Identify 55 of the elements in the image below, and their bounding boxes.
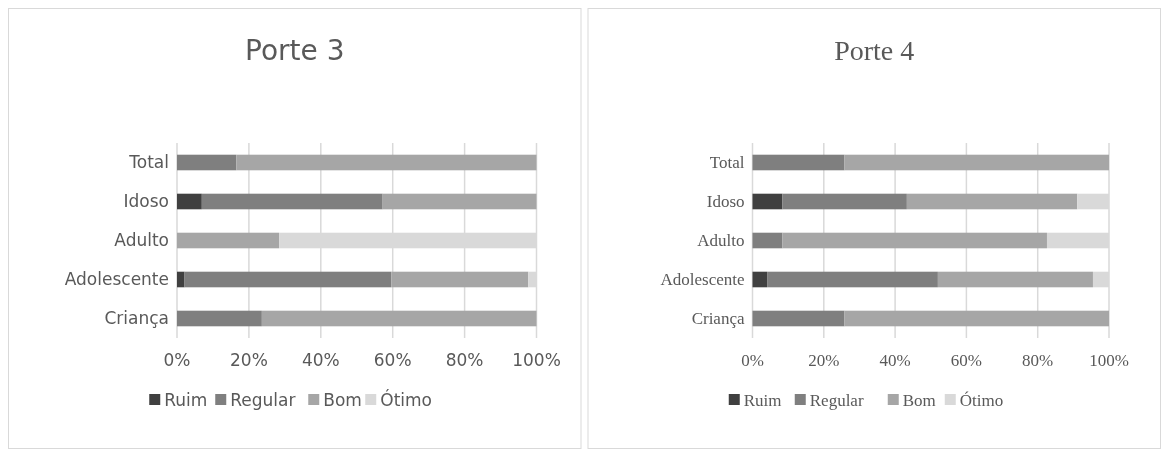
legend-label: Regular xyxy=(230,389,296,410)
x-tick-label: 80% xyxy=(445,350,484,370)
y-tick-label: Adolescente xyxy=(64,269,169,290)
legend-label: Ruim xyxy=(743,390,782,410)
x-tick-label: 40% xyxy=(879,351,911,370)
bar xyxy=(752,154,845,171)
bar xyxy=(782,232,1047,249)
bar xyxy=(201,193,383,210)
bar xyxy=(177,232,280,249)
y-tick-label: Adulto xyxy=(697,231,745,251)
bar xyxy=(937,271,1093,288)
y-tick-label: Total xyxy=(128,152,169,173)
x-tick-label: 20% xyxy=(230,350,268,370)
bar xyxy=(752,232,783,249)
legend-label: Ótimo xyxy=(959,390,1004,410)
bar xyxy=(236,154,537,171)
bar xyxy=(177,193,202,210)
x-tick-label: 0% xyxy=(741,351,764,370)
bar xyxy=(844,154,1109,171)
x-tick-label: 100% xyxy=(512,350,561,370)
x-tick-label: 60% xyxy=(950,351,982,370)
legend-label: Bom xyxy=(323,389,362,410)
chart-title: Porte 4 xyxy=(834,35,915,66)
bar xyxy=(391,271,529,288)
x-tick-label: 0% xyxy=(163,350,191,370)
legend-label: Regular xyxy=(809,390,864,410)
legend-label: Ruim xyxy=(164,389,208,410)
x-tick-label: 20% xyxy=(808,351,840,370)
y-tick-label: Total xyxy=(709,153,745,173)
bar xyxy=(767,271,938,288)
chart-title: Porte 3 xyxy=(245,34,345,67)
bar xyxy=(382,193,537,210)
y-tick-label: Adulto xyxy=(114,230,169,251)
y-tick-label: Criança xyxy=(691,309,745,329)
y-tick-label: Criança xyxy=(104,308,169,329)
x-tick-label: 100% xyxy=(1089,351,1129,370)
x-tick-label: 80% xyxy=(1022,351,1054,370)
y-tick-label: Idoso xyxy=(123,191,169,212)
bar xyxy=(177,154,237,171)
bar xyxy=(752,310,845,327)
bar xyxy=(844,310,1109,327)
bar xyxy=(177,271,185,288)
bar xyxy=(261,310,537,327)
bar xyxy=(752,271,768,288)
x-tick-label: 40% xyxy=(301,350,340,370)
legend-label: Ótimo xyxy=(380,388,432,410)
bar xyxy=(752,193,783,210)
bar xyxy=(906,193,1078,210)
legend-label: Bom xyxy=(902,390,936,410)
bar xyxy=(177,310,262,327)
x-tick-label: 60% xyxy=(373,350,412,370)
bar xyxy=(184,271,392,288)
y-tick-label: Adolescente xyxy=(660,270,745,290)
y-tick-label: Idoso xyxy=(706,192,745,212)
bar xyxy=(782,193,907,210)
